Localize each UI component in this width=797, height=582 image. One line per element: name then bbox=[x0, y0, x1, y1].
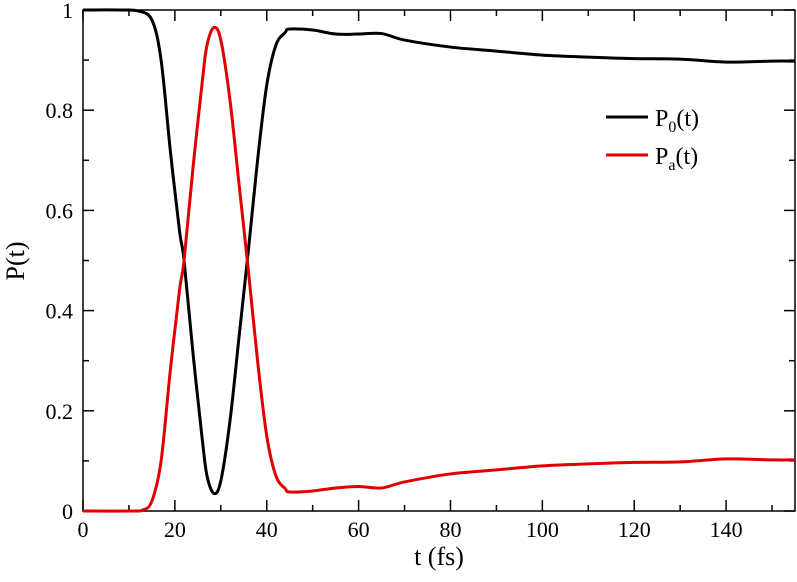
legend-label-p0-sub: 0 bbox=[668, 119, 676, 136]
plot-frame bbox=[82, 9, 796, 512]
x-axis-label: t (fs) bbox=[414, 542, 464, 571]
y-tick-label: 0 bbox=[62, 499, 73, 524]
y-tick-label: 0.6 bbox=[46, 198, 74, 223]
x-tick-label: 100 bbox=[526, 517, 559, 542]
y-axis-label: P(t) bbox=[1, 242, 30, 281]
series-layer bbox=[82, 8, 796, 513]
legend-label-pa-main: P bbox=[655, 144, 668, 170]
x-tick-label: 40 bbox=[256, 517, 278, 542]
legend-label-p0-main: P bbox=[655, 106, 668, 132]
x-tick-label: 120 bbox=[618, 517, 651, 542]
x-tick-label: 140 bbox=[710, 517, 743, 542]
y-tick-label: 0.8 bbox=[46, 98, 74, 123]
axis-ticks: 0 20 40 60 80 100 120 140 0 0.2 0.4 0.6 0.8 1 bbox=[46, 0, 795, 542]
legend-label-p0-tail: (t) bbox=[676, 106, 699, 132]
legend-label-p0: P0(t) bbox=[655, 106, 699, 136]
x-tick-label: 60 bbox=[348, 517, 370, 542]
series-line-pa bbox=[82, 25, 796, 513]
legend-label-pa-tail: (t) bbox=[675, 144, 698, 170]
series-line-p0 bbox=[82, 8, 796, 496]
x-tick-label: 20 bbox=[164, 517, 186, 542]
y-tick-label: 1 bbox=[62, 0, 73, 23]
y-tick-label: 0.4 bbox=[46, 299, 74, 324]
legend-label-pa: Pa(t) bbox=[655, 144, 698, 174]
x-tick-label: 80 bbox=[439, 517, 461, 542]
legend-label-pa-sub: a bbox=[668, 157, 675, 174]
legend: P0(t) Pa(t) bbox=[606, 106, 699, 174]
y-tick-label: 0.2 bbox=[46, 399, 74, 424]
x-tick-label: 0 bbox=[78, 517, 89, 542]
